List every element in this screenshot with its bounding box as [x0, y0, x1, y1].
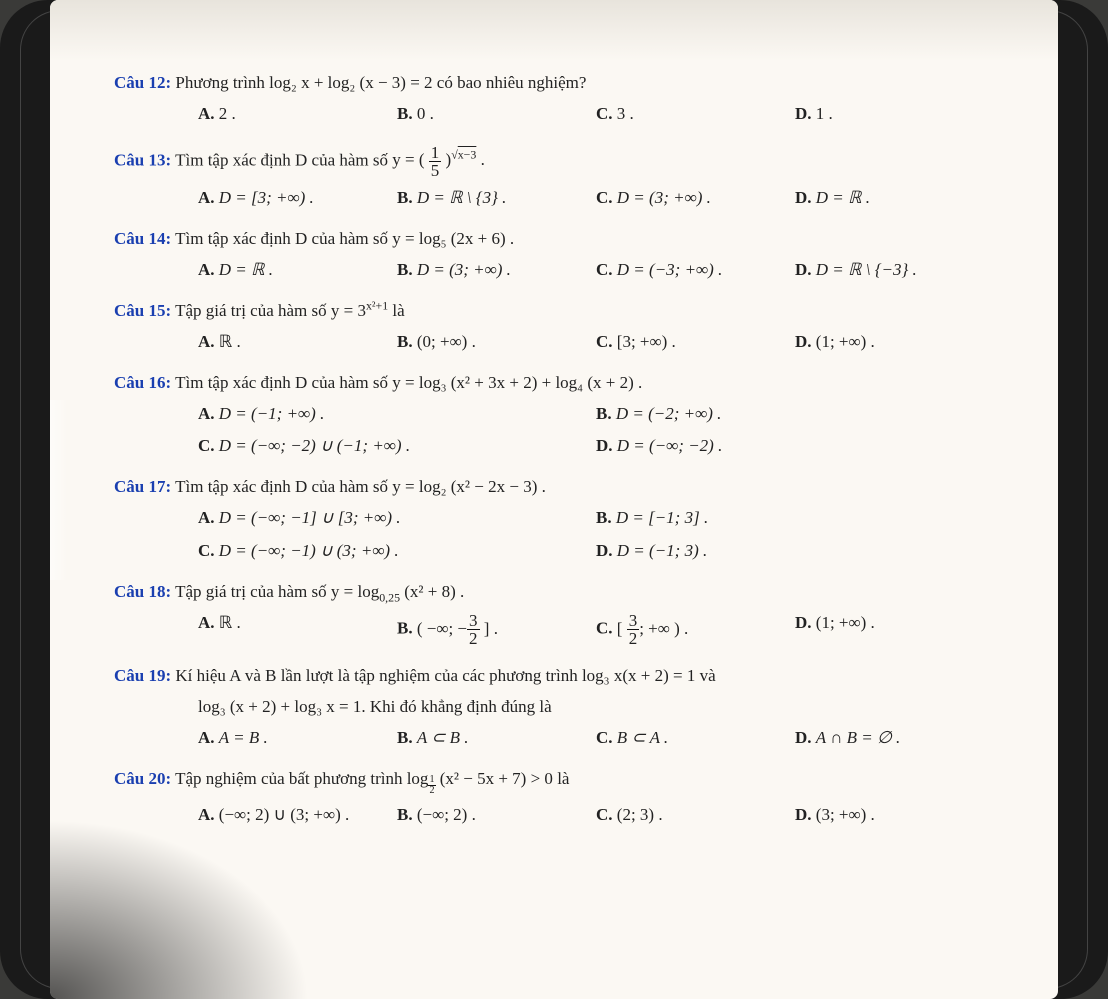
q15-stem: Câu 15: Tập giá trị của hàm số y = 3x²+1… — [114, 300, 994, 323]
q18-A: A. ℝ . — [198, 612, 397, 647]
question-19: Câu 19: Kí hiệu A và B lần lượt là tập n… — [114, 665, 994, 750]
q16-D: D. D = (−∞; −2) . — [596, 435, 994, 458]
q15-suffix: là — [392, 301, 404, 320]
q19-line1: Kí hiệu A và B lần lượt là tập nghiệm củ… — [175, 666, 715, 685]
q13-C: C. D = (3; +∞) . — [596, 187, 795, 210]
q15-formula: y = 3x²+1 — [331, 301, 388, 320]
q20-label: Câu 20: — [114, 769, 171, 788]
q15-A: A. ℝ . — [198, 331, 397, 354]
q19-A: A. A = B . — [198, 727, 397, 750]
q12-D: D. 1 . — [795, 103, 994, 126]
q20-B: B. (−∞; 2) . — [397, 804, 596, 827]
q18-formula: y = log0,25 (x² + 8) . — [331, 582, 464, 601]
q14-options: A. D = ℝ . B. D = (3; +∞) . C. D = (−3; … — [198, 259, 994, 282]
q16-B: B. D = (−2; +∞) . — [596, 403, 994, 426]
q14-D: D. D = ℝ \ {−3} . — [795, 259, 994, 282]
q17-D: D. D = (−1; 3) . — [596, 540, 994, 563]
q20-formula: log12 (x² − 5x + 7) > 0 — [407, 769, 553, 788]
q18-label: Câu 18: — [114, 582, 171, 601]
q20-C: C. (2; 3) . — [596, 804, 795, 827]
q13-label: Câu 13: — [114, 150, 171, 169]
q19-label: Câu 19: — [114, 666, 171, 685]
q17-B: B. D = [−1; 3] . — [596, 507, 994, 530]
q20-D: D. (3; +∞) . — [795, 804, 994, 827]
q18-B: B. ( −∞; −32 ] . — [397, 612, 596, 647]
document-viewport[interactable]: Câu 12: Phương trình log₂ x + log₂ (x − … — [50, 0, 1058, 999]
exam-page: Câu 12: Phương trình log₂ x + log₂ (x − … — [50, 0, 1058, 945]
question-18: Câu 18: Tập giá trị của hàm số y = log0,… — [114, 581, 994, 647]
q15-C: C. [3; +∞) . — [596, 331, 795, 354]
q19-B: B. A ⊂ B . — [397, 727, 596, 750]
q20-A: A. (−∞; 2) ∪ (3; +∞) . — [198, 804, 397, 827]
q12-stem: Câu 12: Phương trình log₂ x + log₂ (x − … — [114, 72, 994, 95]
question-16: Câu 16: Tìm tập xác định D của hàm số y … — [114, 372, 994, 459]
q19-stem: Câu 19: Kí hiệu A và B lần lượt là tập n… — [114, 665, 994, 688]
q15-B: B. (0; +∞) . — [397, 331, 596, 354]
question-13: Câu 13: Tìm tập xác định D của hàm số y … — [114, 144, 994, 210]
q16-label: Câu 16: — [114, 373, 171, 392]
q18-D: D. (1; +∞) . — [795, 612, 994, 647]
q13-B: B. D = ℝ \ {3} . — [397, 187, 596, 210]
q16-C: C. D = (−∞; −2) ∪ (−1; +∞) . — [198, 435, 596, 458]
q20-options: A. (−∞; 2) ∪ (3; +∞) . B. (−∞; 2) . C. (… — [198, 804, 994, 827]
q19-options: A. A = B . B. A ⊂ B . C. B ⊂ A . D. A ∩ … — [198, 727, 994, 750]
question-17: Câu 17: Tìm tập xác định D của hàm số y … — [114, 476, 994, 563]
q20-suffix: là — [557, 769, 569, 788]
q17-C: C. D = (−∞; −1) ∪ (3; +∞) . — [198, 540, 596, 563]
q18-prefix: Tập giá trị của hàm số — [175, 582, 331, 601]
q17-text: Tìm tập xác định D của hàm số y = log₂ (… — [175, 477, 546, 496]
q17-options: A. D = (−∞; −1] ∪ [3; +∞) . B. D = [−1; … — [198, 507, 994, 563]
q16-text: Tìm tập xác định D của hàm số y = log₃ (… — [175, 373, 642, 392]
question-12: Câu 12: Phương trình log₂ x + log₂ (x − … — [114, 72, 994, 126]
q19-line2: log₃ (x + 2) + log₃ x = 1. Khi đó khẳng … — [198, 696, 994, 719]
q15-options: A. ℝ . B. (0; +∞) . C. [3; +∞) . D. (1; … — [198, 331, 994, 354]
q14-label: Câu 14: — [114, 229, 171, 248]
q13-text-prefix: Tìm tập xác định D của hàm số — [175, 150, 392, 169]
q15-D: D. (1; +∞) . — [795, 331, 994, 354]
q19-D: D. A ∩ B = ∅ . — [795, 727, 994, 750]
q20-prefix: Tập nghiệm của bất phương trình — [175, 769, 407, 788]
q16-stem: Câu 16: Tìm tập xác định D của hàm số y … — [114, 372, 994, 395]
q17-stem: Câu 17: Tìm tập xác định D của hàm số y … — [114, 476, 994, 499]
q14-text: Tìm tập xác định D của hàm số y = log₅ (… — [175, 229, 514, 248]
q12-B: B. 0 . — [397, 103, 596, 126]
q12-options: A. 2 . B. 0 . C. 3 . D. 1 . — [198, 103, 994, 126]
q16-options: A. D = (−1; +∞) . B. D = (−2; +∞) . C. D… — [198, 403, 994, 459]
question-15: Câu 15: Tập giá trị của hàm số y = 3x²+1… — [114, 300, 994, 354]
q20-stem: Câu 20: Tập nghiệm của bất phương trình … — [114, 768, 994, 796]
q12-C: C. 3 . — [596, 103, 795, 126]
q18-stem: Câu 18: Tập giá trị của hàm số y = log0,… — [114, 581, 994, 604]
q12-A: A. 2 . — [198, 103, 397, 126]
q17-A: A. D = (−∞; −1] ∪ [3; +∞) . — [198, 507, 596, 530]
q14-C: C. D = (−3; +∞) . — [596, 259, 795, 282]
q14-B: B. D = (3; +∞) . — [397, 259, 596, 282]
q14-A: A. D = ℝ . — [198, 259, 397, 282]
q12-text: Phương trình log₂ x + log₂ (x − 3) = 2 c… — [175, 73, 586, 92]
q12-label: Câu 12: — [114, 73, 171, 92]
q13-formula: y = ( 15 )√x−3 . — [392, 150, 485, 169]
q19-C: C. B ⊂ A . — [596, 727, 795, 750]
q15-label: Câu 15: — [114, 301, 171, 320]
question-14: Câu 14: Tìm tập xác định D của hàm số y … — [114, 228, 994, 282]
q16-A: A. D = (−1; +∞) . — [198, 403, 596, 426]
q14-stem: Câu 14: Tìm tập xác định D của hàm số y … — [114, 228, 994, 251]
q13-options: A. D = [3; +∞) . B. D = ℝ \ {3} . C. D =… — [198, 187, 994, 210]
q17-label: Câu 17: — [114, 477, 171, 496]
phone-frame: Câu 12: Phương trình log₂ x + log₂ (x − … — [0, 0, 1108, 999]
q13-A: A. D = [3; +∞) . — [198, 187, 397, 210]
q15-prefix: Tập giá trị của hàm số — [175, 301, 331, 320]
q13-stem: Câu 13: Tìm tập xác định D của hàm số y … — [114, 144, 994, 179]
q13-D: D. D = ℝ . — [795, 187, 994, 210]
question-20: Câu 20: Tập nghiệm của bất phương trình … — [114, 768, 994, 827]
q18-options: A. ℝ . B. ( −∞; −32 ] . C. [ 32; +∞ ) . … — [198, 612, 994, 647]
q18-C: C. [ 32; +∞ ) . — [596, 612, 795, 647]
